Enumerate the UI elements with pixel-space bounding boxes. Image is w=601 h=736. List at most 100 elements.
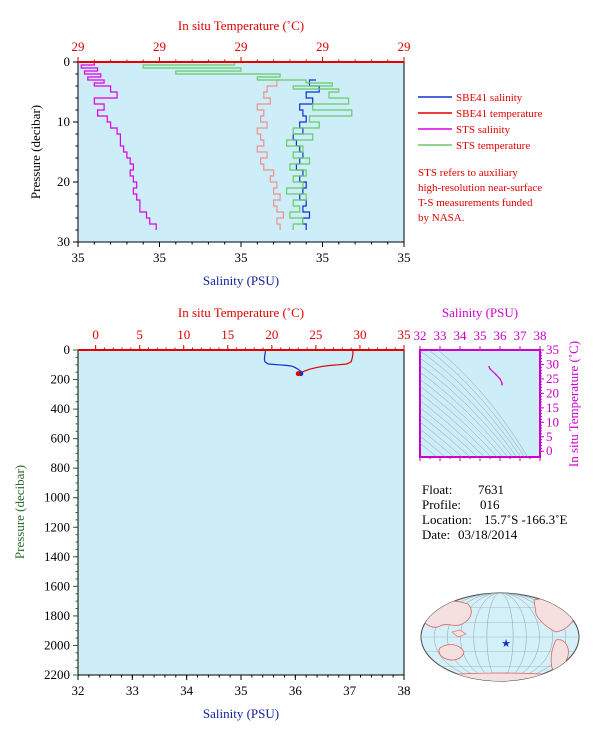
top-temp-tick-label-2: 29 [235, 39, 248, 54]
top-pressure-tick-label-2: 20 [57, 174, 70, 189]
ts-density-contours [420, 350, 528, 457]
top-series-line-2 [78, 62, 157, 230]
main-pressure-tick-label-1: 200 [51, 372, 71, 387]
main-temp-tick-label-5: 25 [309, 327, 322, 342]
main-pressure-tick-label-7: 1400 [44, 549, 70, 564]
legend-label-sbe41-temperature: SBE41 temperature [456, 108, 543, 120]
float-value: 7631 [478, 482, 504, 497]
main-temp-tick-label-7: 35 [398, 327, 411, 342]
top-series-group [78, 62, 353, 230]
top-series-line-3 [142, 62, 353, 230]
main-ticks-group: 0 5 10 15 20 25 30 35 32 33 34 35 36 37 38 0 200 400 600 80… [44, 327, 411, 698]
top-legend: SBE41 salinity SBE41 temperature STS sal… [418, 92, 543, 224]
main-temp-tick-label-1: 5 [136, 327, 143, 342]
location-value: 15.7˚S -166.3˚E [484, 512, 567, 527]
ts-density-contour-15 [420, 442, 438, 457]
location-label: Location: [422, 512, 472, 527]
main-temp-tick-label-0: 0 [92, 327, 99, 342]
ts-density-contour-5 [420, 371, 509, 457]
ts-temp-tick-label-1: 5 [546, 429, 553, 444]
main-pressure-tick-label-10: 2000 [44, 637, 70, 652]
ts-plot-area [419, 349, 541, 458]
note-line-1: STS refers to auxiliary [418, 167, 518, 179]
main-temperature-axis-label: In situ Temperature (˚C) [178, 305, 304, 320]
ts-density-contour-7 [420, 386, 498, 457]
ts-density-contour-8 [420, 393, 492, 457]
main-temp-tick-label-3: 15 [221, 327, 234, 342]
top-sal-tick-label-2: 35 [235, 250, 248, 265]
ts-density-contour-3 [420, 357, 518, 457]
ts-sal-tick-label-5: 37 [514, 328, 528, 343]
ts-density-contour-2 [420, 350, 521, 457]
ts-temp-tick-label-5: 25 [546, 371, 559, 386]
ts-density-contour-10 [420, 407, 478, 457]
ts-temp-tick-label-0: 0 [546, 443, 553, 458]
ts-point-2 [495, 373, 497, 376]
ts-salinity-axis-label: Salinity (PSU) [442, 305, 518, 320]
top-salinity-axis-label: Salinity (PSU) [203, 273, 279, 288]
top-temperature-axis-label: In situ Temperature (˚C) [178, 18, 304, 33]
ts-density-contour-11 [420, 414, 471, 457]
main-sal-tick-label-4: 36 [289, 683, 303, 698]
ts-density-contour-9 [420, 400, 485, 457]
ts-temp-tick-label-3: 15 [546, 400, 559, 415]
ts-density-contour-13 [420, 428, 455, 457]
map-antarctica [428, 672, 571, 681]
map-australia [438, 644, 465, 661]
top-temp-tick-label-1: 29 [153, 39, 166, 54]
top-sal-tick-label-1: 35 [153, 250, 166, 265]
top-temp-tick-label-4: 29 [398, 39, 411, 54]
map-indonesia [451, 629, 467, 638]
main-sal-tick-label-3: 35 [235, 683, 248, 698]
note-line-2: high-resolution near-surface [418, 182, 542, 194]
top-panel: 29 35 29 35 29 35 29 35 29 35 0 10 20 30 In situ Temp… [28, 18, 543, 288]
top-ticks-group: 29 35 29 35 29 35 29 35 29 35 0 10 20 30 [57, 39, 411, 265]
main-pressure-axis-label: Pressure (decibar) [12, 465, 27, 559]
note-line-3: T-S measurements funded [418, 197, 533, 209]
ts-point-5 [501, 383, 503, 386]
top-pressure-tick-label-3: 30 [57, 234, 70, 249]
date-value: 03/18/2014 [458, 527, 518, 542]
main-panel: 0 5 10 15 20 25 30 35 32 33 34 35 36 37 38 0 200 400 600 80… [12, 305, 411, 721]
ts-temperature-axis-label: In situ Temperature (˚C) [566, 341, 581, 467]
profile-label: Profile: [422, 497, 461, 512]
ts-point-3 [499, 378, 501, 380]
ts-density-contour-14 [420, 435, 446, 457]
ts-sal-tick-label-3: 35 [474, 328, 487, 343]
ts-temp-tick-label-4: 20 [546, 385, 559, 400]
main-sal-tick-label-2: 34 [180, 683, 194, 698]
ts-temp-tick-label-7: 35 [546, 342, 559, 357]
ts-sal-tick-label-1: 33 [434, 328, 447, 343]
main-salinity-axis-label: Salinity (PSU) [203, 706, 279, 721]
ts-density-contour-0 [437, 350, 528, 457]
ts-sal-tick-label-6: 38 [534, 328, 547, 343]
float-location-marker: ★ [501, 638, 511, 650]
main-plot-area [77, 349, 405, 676]
legend-label-sts-temperature: STS temperature [456, 140, 530, 152]
main-sal-tick-label-0: 32 [72, 683, 85, 698]
main-pressure-tick-label-8: 1600 [44, 578, 70, 593]
float-label: Float: [422, 482, 452, 497]
ts-sal-tick-label-2: 34 [454, 328, 468, 343]
ts-sal-tick-label-0: 32 [414, 328, 427, 343]
legend-label-sts-salinity: STS salinity [456, 124, 511, 136]
main-pressure-tick-label-4: 800 [51, 460, 71, 475]
ts-series-group [488, 365, 503, 386]
main-series-group [263, 350, 354, 377]
ts-point-1 [489, 367, 491, 370]
map-south-america [550, 639, 569, 672]
ts-point-4 [501, 382, 503, 384]
top-temp-tick-label-0: 29 [72, 39, 85, 54]
main-pressure-tick-label-5: 1000 [44, 490, 70, 505]
legend-label-sbe41-salinity: SBE41 salinity [456, 92, 523, 104]
main-sal-tick-label-1: 33 [126, 683, 139, 698]
note-line-4: by NASA. [418, 212, 465, 224]
main-temp-tick-label-4: 20 [265, 327, 278, 342]
ts-density-contour-12 [420, 421, 463, 457]
main-temperature-end-marker [295, 371, 301, 377]
top-pressure-tick-label-0: 0 [64, 54, 71, 69]
main-pressure-tick-label-11: 2200 [44, 667, 70, 682]
float-info: Float: 7631 Profile: 016 Location: 15.7˚… [422, 482, 567, 542]
